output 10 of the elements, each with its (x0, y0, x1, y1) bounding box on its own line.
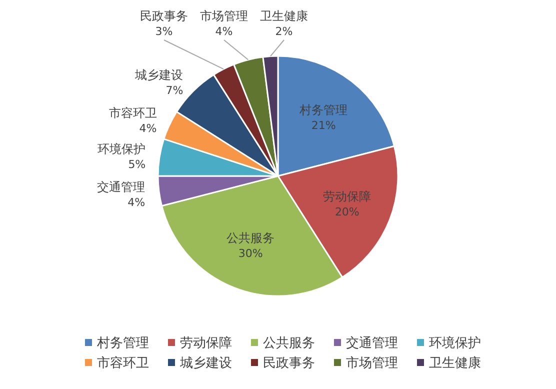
legend-label: 城乡建设 (179, 356, 232, 371)
legend-label: 市容环卫 (97, 355, 149, 371)
legend-label: 市场管理 (346, 356, 398, 371)
legend-label: 劳动保障 (180, 336, 232, 351)
legend-label: 卫生健康 (429, 356, 481, 371)
legend-label: 交通管理 (346, 335, 398, 351)
legend-label: 公共服务 (263, 336, 315, 351)
legend-label: 村务管理 (96, 336, 149, 351)
legend-label: 民政事务 (263, 356, 315, 371)
legend-label: 环境保护 (429, 335, 481, 351)
